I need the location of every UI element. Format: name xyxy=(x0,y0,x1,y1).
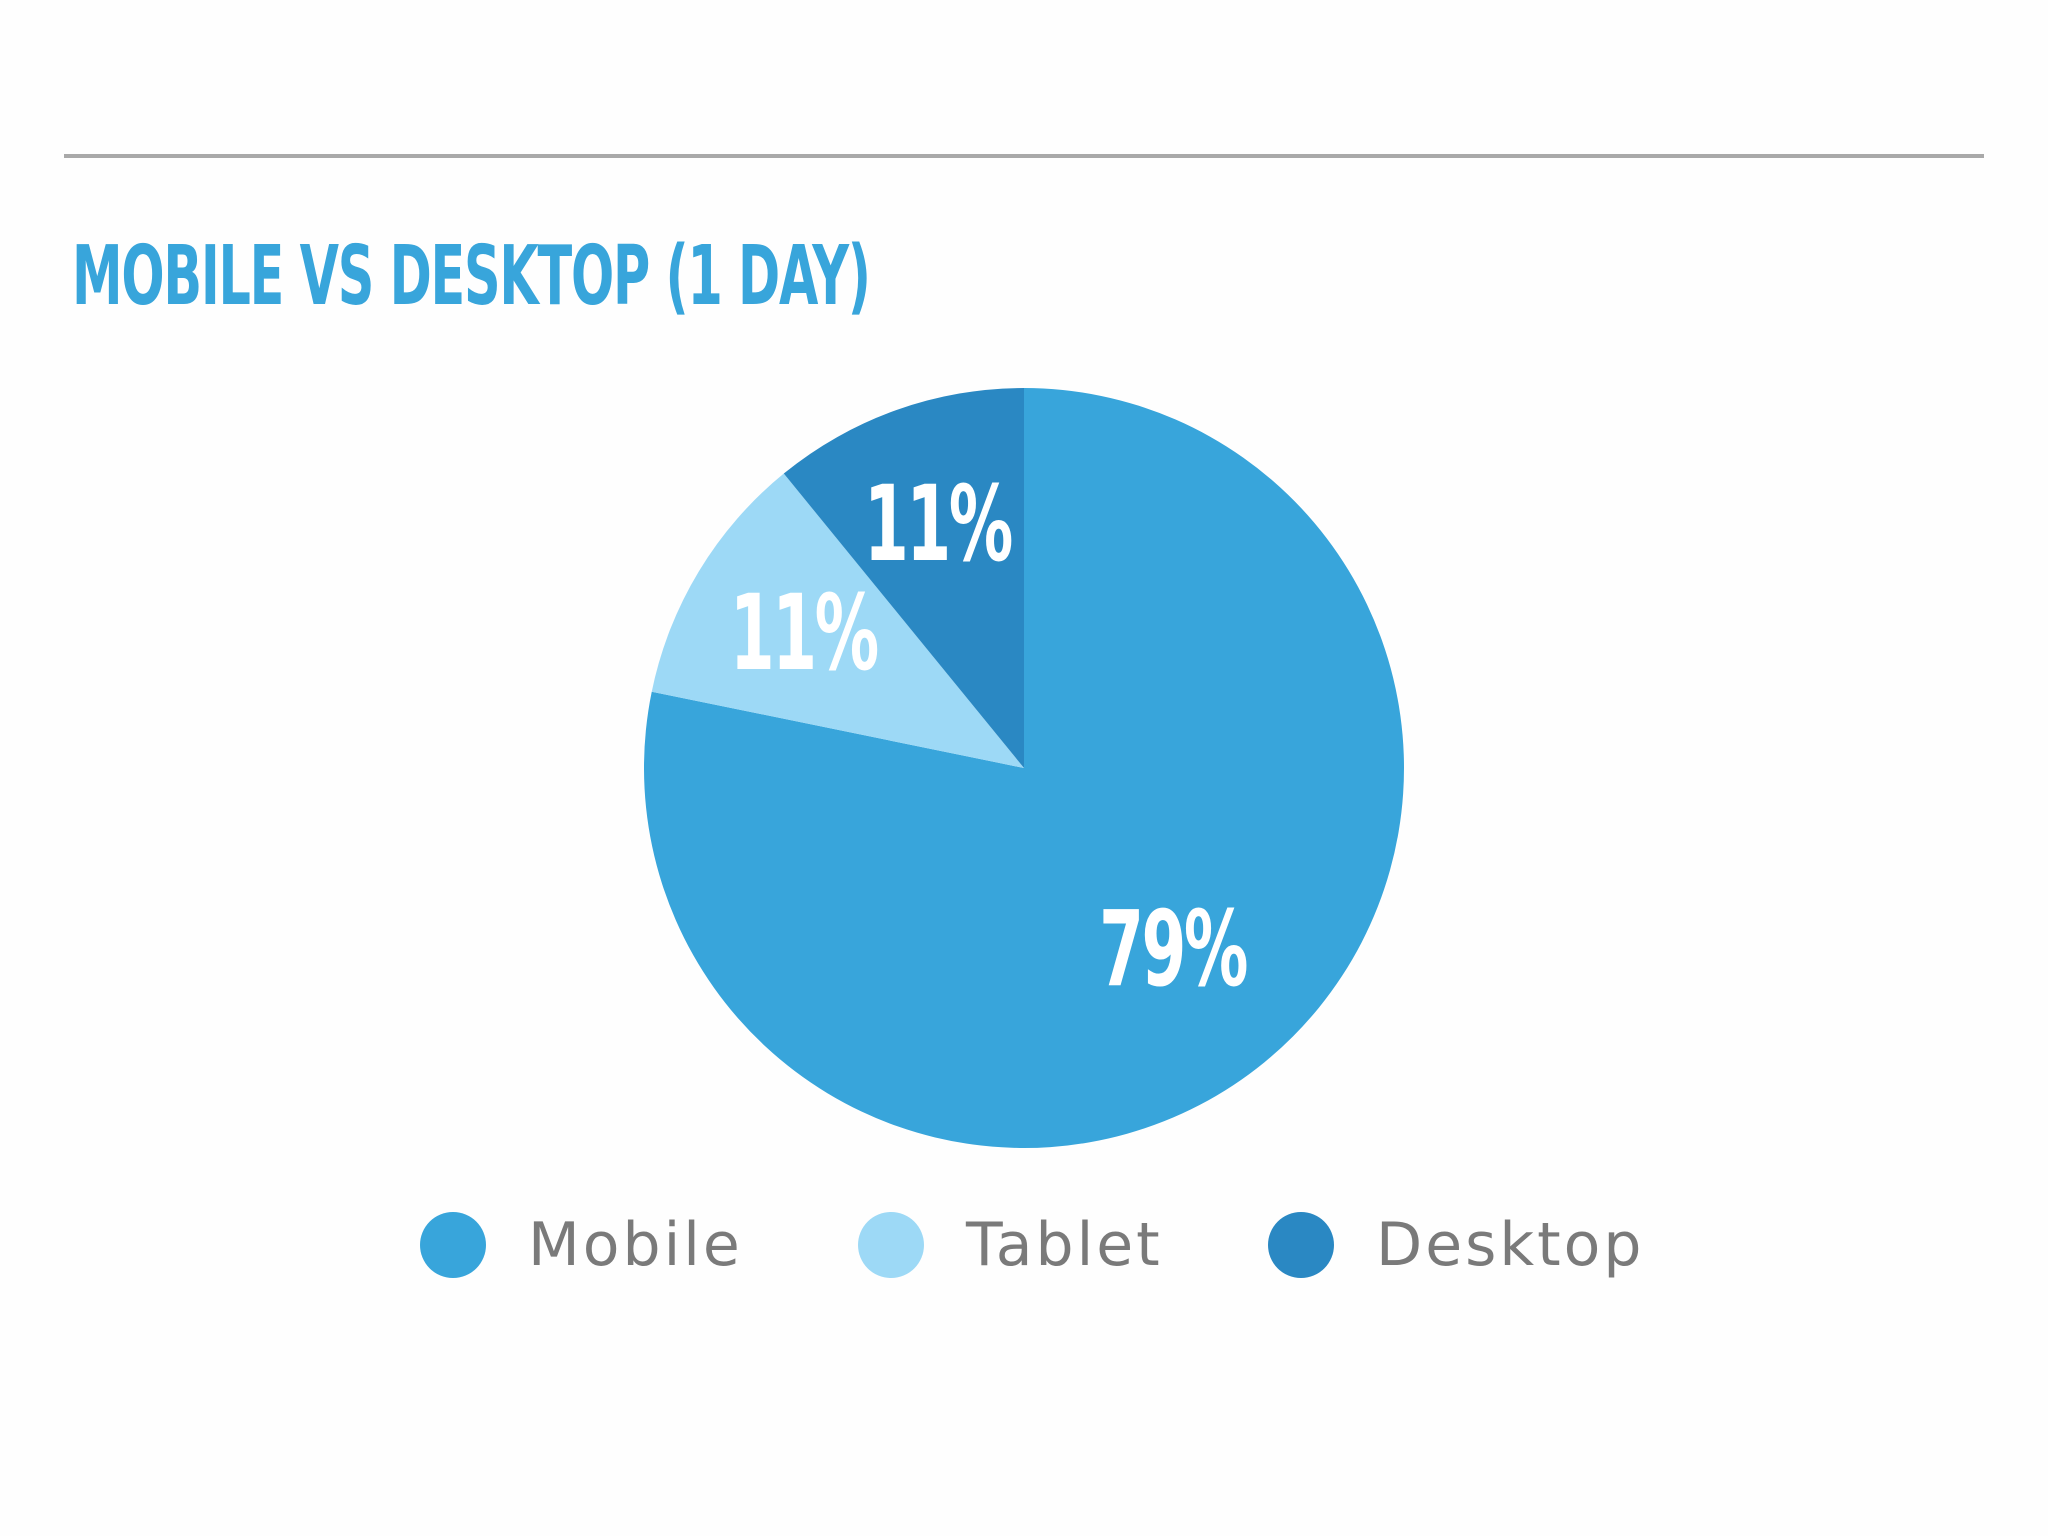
legend-label-tablet: Tablet xyxy=(966,1210,1163,1280)
pie-label-mobile: 79% xyxy=(1099,890,1246,1010)
legend-swatch-desktop xyxy=(1268,1212,1334,1278)
top-divider xyxy=(64,154,1984,158)
legend-item-tablet: Tablet xyxy=(858,1210,1268,1280)
pie-slices xyxy=(643,388,1404,1148)
legend: Mobile Tablet Desktop xyxy=(420,1205,1648,1285)
pie-slice-tablet xyxy=(651,473,1024,768)
legend-swatch-mobile xyxy=(420,1212,486,1278)
pie-label-desktop: 11% xyxy=(864,465,1011,585)
legend-item-mobile: Mobile xyxy=(420,1210,858,1280)
pie-slice-mobile xyxy=(643,388,1404,1148)
chart-title: MOBILE VS DESKTOP (1 DAY) xyxy=(72,229,871,324)
legend-label-mobile: Mobile xyxy=(528,1210,743,1280)
pie-slice-desktop xyxy=(783,388,1024,768)
legend-item-desktop: Desktop xyxy=(1268,1210,1648,1280)
legend-swatch-tablet xyxy=(858,1212,924,1278)
pie-label-tablet: 11% xyxy=(730,574,877,694)
pie-labels: 79% 11%11% xyxy=(730,465,1249,1010)
legend-label-desktop: Desktop xyxy=(1376,1210,1645,1280)
